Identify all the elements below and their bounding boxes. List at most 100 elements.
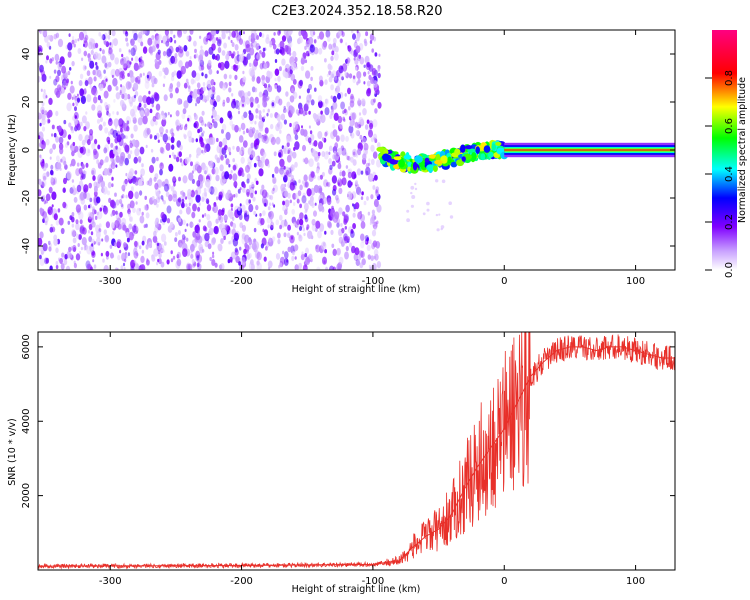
noise-cell: [321, 137, 325, 142]
noise-cell: [375, 241, 381, 249]
noise-cell: [237, 205, 241, 211]
noise-cell: [249, 47, 255, 56]
signal-cell: [495, 141, 502, 146]
noise-cell: [239, 203, 242, 207]
noise-cell: [279, 214, 283, 221]
noise-cell: [142, 72, 145, 76]
noise-cell: [373, 216, 377, 220]
noise-cell: [69, 145, 72, 149]
noise-cell: [249, 186, 255, 195]
noise-cell: [366, 88, 371, 97]
noise-cell: [153, 92, 159, 100]
noise-cell: [261, 51, 266, 58]
noise-cell: [191, 259, 195, 264]
noise-cell: [364, 55, 370, 64]
noise-cell: [162, 133, 168, 143]
noise-cell: [146, 127, 151, 135]
noise-cell: [345, 42, 348, 46]
noise-cell: [91, 170, 95, 175]
x-tick-label: 0: [501, 576, 507, 587]
noise-cell: [307, 230, 313, 239]
noise-cell: [341, 170, 346, 177]
noise-cell: [153, 248, 159, 257]
noise-cell: [41, 109, 45, 115]
noise-cell: [285, 91, 289, 97]
noise-cell: [162, 83, 165, 88]
noise-cell: [290, 73, 296, 82]
noise-cell: [104, 144, 109, 153]
noise-cell: [124, 157, 129, 166]
noise-cell: [177, 230, 181, 235]
noise-cell: [255, 43, 260, 51]
noise-cell: [187, 95, 193, 104]
noise-cell: [79, 146, 84, 154]
noise-cell: [229, 256, 233, 263]
noise-cell: [163, 94, 168, 102]
noise-cell: [216, 39, 222, 47]
noise-cell: [364, 240, 367, 244]
noise-cell: [91, 250, 96, 258]
noise-cell: [344, 251, 349, 260]
noise-cell: [237, 102, 240, 106]
noise-cell: [115, 164, 118, 168]
noise-cell: [121, 93, 125, 100]
noise-cell: [198, 202, 201, 206]
noise-cell: [255, 114, 258, 119]
noise-cell: [95, 42, 99, 49]
noise-cell: [107, 103, 111, 109]
noise-cell: [96, 104, 103, 114]
noise-cell: [310, 66, 314, 71]
noise-cell: [216, 70, 219, 74]
noise-cell: [108, 47, 113, 55]
noise-cell: [159, 243, 165, 252]
noise-cell: [342, 211, 346, 217]
noise-cell: [138, 95, 143, 103]
noise-cell: [243, 248, 247, 255]
noise-cell: [134, 56, 139, 62]
noise-cell: [360, 233, 365, 241]
noise-cell: [228, 241, 231, 245]
noise-cell: [98, 223, 102, 228]
noise-cell: [251, 86, 256, 93]
noise-cell: [129, 140, 132, 145]
noise-cell: [78, 133, 83, 142]
noise-cell: [157, 49, 161, 55]
noise-cell: [232, 158, 235, 163]
y-tick-label: 4000: [21, 409, 32, 434]
noise-cell: [204, 241, 209, 248]
noise-cell: [146, 259, 150, 266]
noise-cell: [237, 110, 241, 115]
noise-cell: [117, 147, 122, 155]
noise-cell: [282, 250, 285, 255]
snr-frame: [37, 331, 676, 571]
signal-cell: [410, 185, 415, 190]
noise-cell: [125, 116, 131, 125]
noise-cell: [53, 78, 58, 86]
chart-title: C2E3.2024.352.18.58.R20: [271, 4, 442, 19]
noise-cell: [234, 44, 239, 51]
noise-cell: [87, 216, 92, 223]
noise-cell: [39, 30, 42, 35]
noise-cell: [336, 197, 340, 204]
noise-cell: [99, 116, 103, 123]
noise-cell: [365, 149, 368, 155]
noise-cell: [198, 116, 204, 124]
noise-cell: [275, 95, 281, 104]
noise-cell: [371, 48, 375, 53]
noise-cell: [283, 165, 286, 170]
noise-cell: [176, 258, 182, 267]
noise-cell: [307, 53, 310, 57]
noise-cell: [111, 74, 114, 78]
noise-cell: [164, 30, 169, 36]
noise-cell: [268, 237, 272, 243]
noise-cell: [373, 199, 379, 208]
noise-cell: [125, 31, 129, 37]
noise-cell: [142, 62, 145, 67]
noise-cell: [284, 220, 288, 227]
noise-cell: [155, 35, 160, 44]
noise-cell: [45, 257, 50, 264]
noise-cell: [69, 163, 72, 167]
noise-cell: [172, 193, 178, 202]
noise-cell: [180, 65, 186, 75]
noise-cell: [148, 90, 151, 95]
